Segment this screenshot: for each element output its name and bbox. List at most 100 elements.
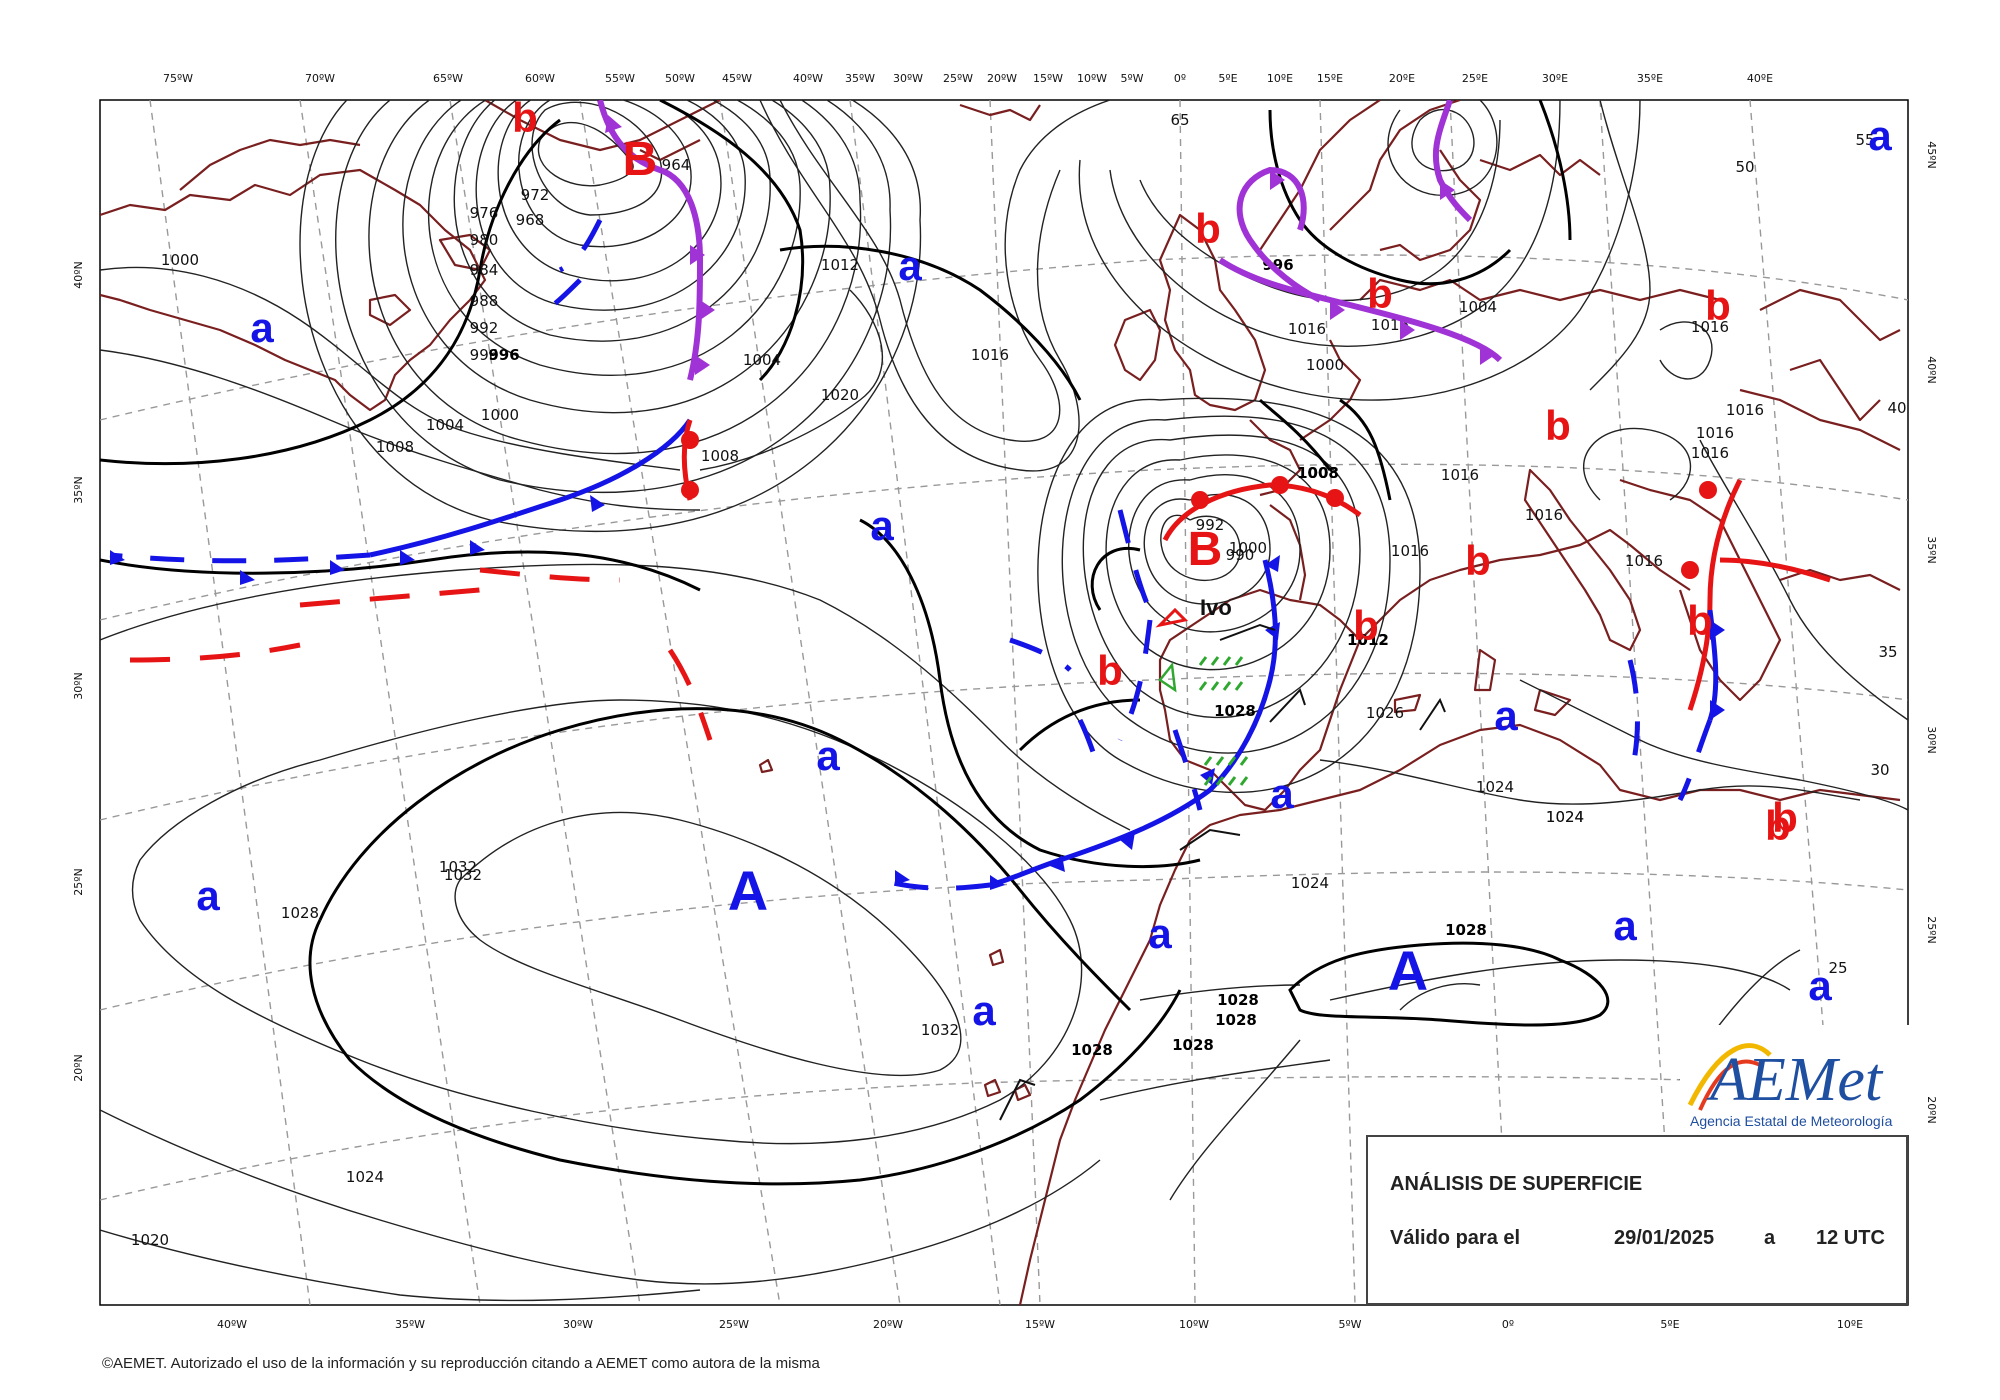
isobar-label: 1016 [1696,424,1734,442]
right-latitude-tick: 20ºN [1925,1096,1938,1123]
top-longitude-tick: 25ºE [1462,72,1488,85]
high-pressure-center-small: a [972,987,996,1034]
high-pressure-center-small: a [870,502,894,549]
low-pressure-center: B [1188,523,1223,576]
top-longitude-tick: 35ºW [845,72,875,85]
isobar-label: 1016 [1525,506,1563,524]
isobar-label: 1004 [743,351,781,369]
logo-subtitle: Agencia Estatal de Meteorología [1690,1113,1893,1129]
top-longitude-tick: 65ºW [433,72,463,85]
isobar-label: 30 [1870,761,1889,779]
low-pressure-center-small: b [1545,402,1571,449]
isobar-label: 40 [1887,399,1906,417]
isobar-label: 1028 [1215,1011,1257,1029]
high-pressure-center: A [1388,939,1428,1002]
valid-label: Válido para el [1390,1227,1521,1249]
top-longitude-tick: 20ºW [987,72,1017,85]
isobar-label: 1026 [1366,704,1404,722]
isobar-label: 1016 [1441,466,1479,484]
isobar-label: 1008 [701,447,739,465]
top-longitude-tick: 20ºE [1389,72,1415,85]
copyright-notice: ©AEMET. Autorizado el uso de la informac… [102,1355,820,1372]
top-longitude-tick: 15ºE [1317,72,1343,85]
isobar-label: 1008 [376,438,414,456]
isobar-label: 1032 [921,1021,959,1039]
isobar-label: 1016 [1288,320,1326,338]
top-longitude-tick: 25ºW [943,72,973,85]
bottom-longitude-ticks: 40ºW 35ºW 30ºW 25ºW 20ºW 15ºW 10ºW 5ºW 0º 5ºE 10ºE [217,1318,1863,1331]
isobar-label: 1028 [1445,921,1487,939]
high-pressure-center: A [728,859,768,922]
low-pressure-center-small: b [1772,794,1798,841]
bottom-longitude-tick: 20ºW [873,1318,903,1331]
bottom-longitude-tick: 30ºW [563,1318,593,1331]
isobar-label: 1008 [1297,464,1339,482]
svg-text:AEMet: AEMet [1706,1046,1884,1114]
isobar-label: 1032 [444,866,482,884]
isobar-label: 1024 [1291,874,1329,892]
low-pressure-center-small: b [1765,802,1791,849]
left-latitude-tick: 25ºN [72,868,85,895]
bottom-longitude-tick: 5ºW [1338,1318,1361,1331]
right-latitude-tick: 25ºN [1925,916,1938,943]
isobar-label: 1008 [1297,464,1339,482]
isobar-label: 1024 [1546,808,1584,826]
left-latitude-tick: 40ºN [72,261,85,288]
left-latitude-tick: 20ºN [72,1054,85,1081]
front-symbols [110,115,1725,890]
isobar-label: 1004 [1459,298,1497,316]
low-pressure-center-small: b [1367,270,1393,317]
high-pressure-center-small: a [898,242,922,289]
isobar-label: 50 [1735,158,1754,176]
left-latitude-ticks: 40ºN 35ºN 30ºN 25ºN 20ºN [72,261,85,1081]
validity-box: ANÁLISIS DE SUPERFICIE Válido para el 29… [1366,1135,1908,1305]
isobar-label: 1016 [1726,401,1764,419]
bottom-longitude-tick: 10ºW [1179,1318,1209,1331]
isobar-label: 992 [1196,516,1225,534]
isobar-label: 1028 [281,904,319,922]
high-pressure-center-small: a [1613,902,1637,949]
isobar-label: 1028 [1172,1036,1214,1054]
precipitation-hatch [1198,656,1249,786]
isobar-label: 1012 [1347,631,1389,649]
top-longitude-tick: 5ºW [1120,72,1143,85]
right-latitude-tick: 40ºN [1925,356,1938,383]
left-latitude-tick: 30ºN [72,672,85,699]
valid-date: 29/01/2025 [1614,1227,1715,1249]
top-longitude-ticks: 75ºW 70ºW 65ºW 60ºW 55ºW 50ºW 45ºW 40ºW 35ºW 30ºW… [163,72,1773,85]
isobar-label: 1000 [481,406,519,424]
aemet-logo: AEMet [1680,1025,1910,1135]
bottom-longitude-tick: 40ºW [217,1318,247,1331]
fronts [109,100,1831,891]
right-latitude-ticks: 45ºN 40ºN 35ºN 30ºN 25ºN 20ºN [1925,141,1938,1123]
bottom-longitude-tick: 0º [1502,1318,1514,1331]
high-pressure-center-small: a [816,732,840,779]
isobar-label: 1016 [1625,552,1663,570]
isobar-label: 1000 [161,251,199,269]
isobar-label: 1000 [1306,356,1344,374]
isobar-label: 980 [470,231,499,249]
bold-isobars [100,100,1610,1186]
isobar-label: 996 [470,346,499,364]
isobar-label: 1032 [439,858,477,876]
right-latitude-tick: 35ºN [1925,536,1938,563]
isobar-labels: 1000100410081012101610201024102810329969… [131,111,1907,1249]
isobar-label: 988 [470,292,499,310]
isobar-label: 996 [488,346,519,364]
left-latitude-tick: 35ºN [72,476,85,503]
top-longitude-tick: 40ºE [1747,72,1773,85]
bottom-longitude-tick: 15ºW [1025,1318,1055,1331]
low-pressure-center-small: b [1353,602,1379,649]
isobar-label: 1028 [1071,1041,1113,1059]
isobar-label: 1012 [821,256,859,274]
top-longitude-tick: 55ºW [605,72,635,85]
isobar-label: 1016 [971,346,1009,364]
top-longitude-tick: 45ºW [722,72,752,85]
high-pressure-center-small: a [250,304,274,351]
bottom-longitude-tick: 10ºE [1837,1318,1863,1331]
top-longitude-tick: 15ºW [1033,72,1063,85]
isobar-label: 1012 [1347,631,1389,649]
graticule [100,100,1908,1305]
top-longitude-tick: 30ºW [893,72,923,85]
valid-time: 12 UTC [1816,1227,1885,1249]
